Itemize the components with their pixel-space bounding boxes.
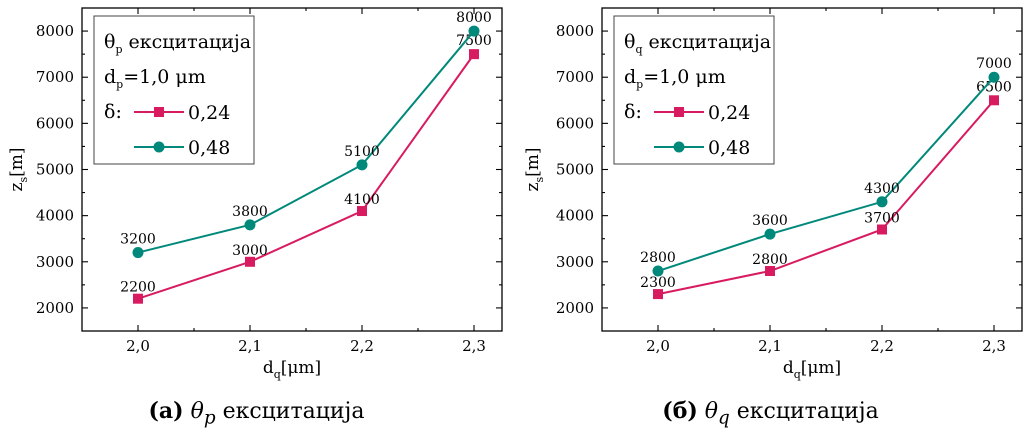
chart-b-legend-series-2-label: 0,48 (708, 137, 750, 159)
chart-b-svg: 2000 3000 4000 5000 6000 7000 8000 2,0 2,1 2,2 2,3… (523, 7, 1023, 381)
chart-a-legend-series-1-label: 0,24 (188, 102, 230, 124)
chart-b-series-2-data-label: 7000 (976, 56, 1012, 72)
caption-b-tag: (б) (662, 398, 698, 424)
chart-b-series-2-data-label: 3600 (752, 213, 788, 229)
chart-a-series-1-point (357, 206, 367, 217)
chart-b-series-1-data-label: 6500 (976, 79, 1012, 95)
chart-a-y-tick-label: 2000 (36, 299, 74, 317)
chart-panel-b: 2000 3000 4000 5000 6000 7000 8000 2,0 2,1 2,2 2,3… (514, 0, 1027, 435)
chart-a-series-2-point (356, 159, 368, 171)
caption-b-symbol: θ (704, 399, 719, 424)
chart-a-series-2-point (132, 247, 144, 259)
caption-a-tag: (a) (148, 398, 184, 424)
chart-b-series-1-data-label: 2800 (752, 252, 788, 268)
chart-a-series-2-data-label: 8000 (456, 10, 492, 26)
chart-a-legend-series-2-label: 0,48 (188, 137, 230, 159)
chart-a-y-tick-label: 4000 (36, 207, 74, 225)
chart-a-series-1-data-label: 2200 (120, 280, 156, 296)
chart-b-series-1-point (989, 95, 999, 106)
chart-b-y-tick-label: 8000 (556, 22, 594, 40)
chart-b-legend-box (613, 15, 775, 165)
chart-a-series-2-line (137, 30, 475, 254)
chart-b-legend-series-1-label: 0,24 (708, 102, 750, 124)
chart-b-legend-title: θq ексцитација (624, 31, 771, 56)
chart-a-y-tick-label: 6000 (36, 114, 74, 132)
chart-a-y-tick-label: 3000 (36, 253, 74, 271)
chart-b-series-2-line (657, 76, 995, 272)
chart-a-y-tick-label: 7000 (36, 68, 74, 86)
chart-a-series-1-point (245, 256, 255, 267)
chart-b-series-2-point (652, 265, 664, 277)
caption-a: (a) θp ексцитација (0, 398, 513, 428)
chart-a-x-axis-title: dq[μm] (263, 358, 321, 381)
chart-a-series-2-point (244, 219, 256, 231)
chart-a-series-1-point (469, 49, 479, 60)
chart-b-series-2-point (988, 71, 1000, 83)
chart-a-series-2-point (468, 25, 480, 37)
chart-a-legend-box (93, 15, 255, 165)
chart-b-x-tick-label: 2,1 (758, 337, 782, 355)
caption-a-text: ексцитација (222, 399, 365, 424)
chart-a-series-2-data-label: 3800 (232, 204, 268, 220)
chart-b-y-tick-label: 5000 (556, 161, 594, 179)
chart-a-y-tick-label: 8000 (36, 22, 74, 40)
chart-a-series-1-data-label: 3000 (232, 243, 268, 259)
chart-a-x-tick-label: 2,3 (462, 337, 486, 355)
caption-a-symbol: θ (190, 399, 204, 424)
chart-b-series-2-point (764, 228, 776, 240)
chart-a-x-tick-label: 2,1 (238, 337, 262, 355)
caption-a-sub: p (203, 407, 216, 429)
chart-a-x-tick-label: 2,0 (126, 337, 150, 355)
chart-b-y-tick-label: 2000 (556, 299, 594, 317)
caption-b-text: ексцитација (736, 399, 879, 424)
chart-a-legend-delta-label: δ: (104, 101, 122, 123)
chart-b-legend-series-1-marker (674, 107, 684, 117)
chart-a-series-1-point (133, 293, 143, 304)
chart-b-y-tick-label: 3000 (556, 253, 594, 271)
chart-b-y-tick-label: 7000 (556, 68, 594, 86)
chart-a-legend-title: θp ексцитација (104, 31, 251, 56)
chart-b-series-1-data-label: 3700 (864, 210, 900, 226)
chart-a-series-1-line (137, 53, 475, 300)
chart-a-legend-series-1-marker (154, 107, 164, 117)
chart-b-series-2-data-label: 2800 (640, 250, 676, 266)
chart-b-series-1-point (653, 289, 663, 300)
chart-b-series-1-data-label: 2300 (640, 275, 676, 291)
chart-a-svg: 2000 3000 4000 5000 6000 7000 8000 2,0 2,1 2,2 2,3… (7, 7, 503, 381)
chart-b-series-1-line (657, 99, 995, 296)
chart-b-y-tick-label: 4000 (556, 207, 594, 225)
chart-a-x-tick-label: 2,2 (350, 337, 374, 355)
chart-b-legend-delta-label: δ: (624, 101, 642, 123)
chart-b-y-axis-title: zs[m] (523, 147, 546, 191)
chart-panel-a: 2000 3000 4000 5000 6000 7000 8000 2,0 2,1 2,2 2,3… (0, 0, 513, 435)
caption-b: (б) θq ексцитација (514, 398, 1027, 428)
caption-b-sub: q (718, 407, 730, 429)
chart-b-x-tick-label: 2,2 (870, 337, 894, 355)
chart-b-series-1-point (765, 266, 775, 277)
chart-a-series-1-data-label: 4100 (344, 192, 380, 208)
chart-b-legend-param: dp=1,0 μm (624, 66, 726, 91)
chart-a-y-axis-title: zs[m] (7, 147, 30, 191)
chart-b-legend-series-2-marker (673, 141, 685, 153)
chart-a-series-1-data-label: 7500 (456, 33, 492, 49)
chart-b-series-1-point (877, 224, 887, 235)
chart-b-y-tick-label: 6000 (556, 114, 594, 132)
chart-b-x-tick-label: 2,0 (646, 337, 670, 355)
chart-b-series-2-point (876, 196, 888, 208)
chart-a-y-tick-label: 5000 (36, 161, 74, 179)
chart-a-series-2-data-label: 3200 (120, 232, 156, 248)
chart-a-legend-param: dp=1,0 μm (104, 66, 206, 91)
chart-b-x-tick-label: 2,3 (982, 337, 1006, 355)
chart-a-legend-series-2-marker (153, 141, 165, 153)
chart-b-x-axis-title: dq[μm] (783, 358, 841, 381)
chart-b-series-2-data-label: 4300 (864, 181, 900, 197)
chart-a-series-2-data-label: 5100 (344, 144, 380, 160)
